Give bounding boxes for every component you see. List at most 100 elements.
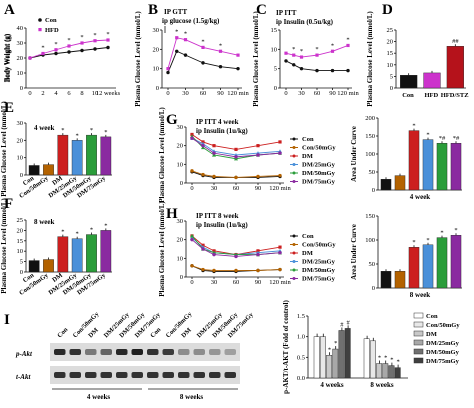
band-p-akt <box>100 349 112 355</box>
data-point-C <box>346 68 350 73</box>
category-label-F: DM <box>51 272 64 284</box>
data-point-C <box>284 51 288 55</box>
bar-F-1 <box>43 259 54 273</box>
legend-marker-H <box>292 277 296 280</box>
lane-label: Con <box>56 326 69 339</box>
bar-I-1-1 <box>369 340 376 379</box>
xtick-label-H: 60 <box>233 279 240 286</box>
legend-label-I: DM/75mGy <box>426 358 460 365</box>
ytick-label-G2: 0 <box>372 187 375 194</box>
xtick-label-H: 120 min <box>269 279 291 286</box>
bar-I-1-5 <box>394 367 401 379</box>
ylabel-D: Plasma Glucose Level (mmol/L) <box>366 11 374 107</box>
data-point-B <box>183 53 188 57</box>
xtick-label-B: 90 <box>217 90 224 97</box>
significance-mark-H2: * <box>426 237 429 244</box>
data-point-G <box>201 172 205 177</box>
data-point-H <box>212 268 216 273</box>
data-point-C <box>284 59 288 63</box>
ytick-label-F: 0 <box>20 269 23 276</box>
ytick-label-I: 1.5 <box>297 313 305 320</box>
series-line-G-2 <box>191 134 281 150</box>
bar-H2-0 <box>380 271 392 289</box>
ytick-label-E: 20 <box>17 137 24 144</box>
ytick-label-B: 20 <box>153 46 160 53</box>
data-point-C <box>330 49 335 53</box>
ytick-label-A: 0 <box>20 85 23 92</box>
data-point-G <box>212 144 216 148</box>
data-point-H <box>256 252 260 257</box>
data-point-A <box>80 48 84 53</box>
panel-label-C: C <box>256 2 267 18</box>
data-point-G <box>256 144 260 148</box>
series-line-G-5 <box>191 137 281 158</box>
data-point-H <box>201 247 205 251</box>
band-t-akt <box>178 372 190 378</box>
ytick-label-E: 0 <box>20 172 23 179</box>
bar-G2-0 <box>380 178 392 191</box>
ytick-label-C: 0 <box>274 85 277 92</box>
data-point-H <box>190 264 194 268</box>
significance-mark-B: * <box>175 29 178 36</box>
xtick-label-A: 10 <box>92 90 99 97</box>
legend-label-H: DM/25mGy <box>302 259 336 266</box>
ylabel-I: p-AKT/t-AKT (Fold of control) <box>282 300 290 394</box>
ytick-label-H: 10 <box>177 255 184 262</box>
ytick-label-B: 0 <box>156 85 159 92</box>
legend-label-H: Con/50mGy <box>302 242 336 249</box>
data-point-A <box>106 38 110 42</box>
panel-label-A: A <box>4 2 15 18</box>
band-p-akt <box>193 349 205 355</box>
significance-mark-A: * <box>106 31 109 38</box>
ylabel-H: Plasma Glucose Level (mmol/L) <box>158 201 166 297</box>
bar-I-0-5 <box>344 328 351 379</box>
data-point-G <box>256 153 260 157</box>
legend-label-I: Con/50mGy <box>426 322 460 329</box>
significance-mark-F: * <box>90 227 93 234</box>
data-point-B <box>236 53 240 57</box>
data-point-G <box>190 169 194 173</box>
data-point-A <box>93 47 97 51</box>
ytick-label-H2: 50 <box>369 261 376 268</box>
bar-H2-4 <box>436 237 448 289</box>
significance-mark-C: * <box>315 46 318 53</box>
xtick-label-C: 120 min <box>337 90 359 97</box>
data-point-A <box>67 44 71 48</box>
ytick-label-G: 20 <box>177 143 184 150</box>
data-point-H <box>278 267 282 272</box>
legend-marker-H <box>292 260 296 263</box>
ytick-label-F: 10 <box>17 248 24 255</box>
lane-label: Con/50mGy <box>165 310 194 339</box>
xtick-label-G: 0 <box>190 185 193 192</box>
series-line-B-0 <box>167 50 239 73</box>
ytick-label-F: 15 <box>17 238 24 245</box>
xtick-label-H: 90 <box>255 279 262 286</box>
ytick-label-A: 10 <box>17 70 24 77</box>
ytick-label-D: 5 <box>390 73 393 80</box>
ytick-label-I: 0.5 <box>297 354 305 361</box>
xtick-label-A: 4 <box>54 90 58 97</box>
xtick-label-A: 0 <box>28 90 31 97</box>
data-point-A <box>67 50 71 54</box>
data-point-H <box>256 268 260 273</box>
band-p-akt <box>147 349 159 355</box>
bar-I-0-1 <box>319 336 326 379</box>
band-t-akt <box>147 372 159 378</box>
legend-swatch-I <box>413 330 424 337</box>
ytick-label-D: 25 <box>387 27 394 34</box>
lane-label: DM <box>87 327 100 340</box>
legend-marker-H <box>292 243 296 246</box>
row-label-p-akt: p-Akt <box>15 350 33 358</box>
ylabel-E: Plasma Glucose Level (mmol/L) <box>0 101 8 197</box>
group-label-8w: 8 weeks <box>180 393 203 401</box>
significance-mark-I: # <box>346 319 350 326</box>
panel-label-B: B <box>148 2 158 18</box>
band-t-akt <box>54 372 66 378</box>
row-label-t-akt: t-Akt <box>16 373 31 381</box>
bar-E-0 <box>28 165 40 176</box>
ytick-label-H: 30 <box>177 218 184 225</box>
ytick-label-F: 5 <box>20 259 23 266</box>
legend-marker-con <box>38 18 42 22</box>
data-point-B <box>201 61 205 65</box>
band-p-akt <box>178 349 190 355</box>
